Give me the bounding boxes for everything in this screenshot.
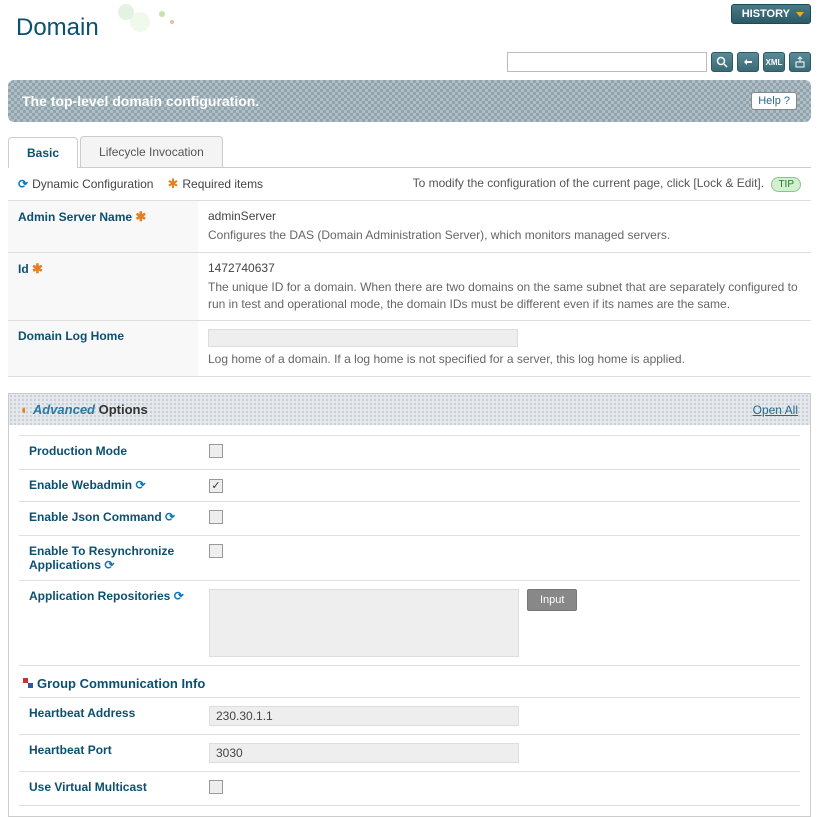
help-button[interactable]: Help ? [751,92,797,110]
admin-server-label: Admin Server Name [18,210,132,224]
app-repos-label: Application Repositories [29,589,170,603]
advanced-title-suffix: Options [95,402,148,417]
row-heartbeat-port: Heartbeat Port 3030 [19,735,800,772]
search-icon[interactable] [711,52,733,72]
legend-row: ⟳Dynamic Configuration ✱Required items T… [8,168,811,200]
config-table: Admin Server Name ✱ adminServer Configur… [8,200,811,377]
page-title: Domain [8,4,99,48]
row-admin-server: Admin Server Name ✱ adminServer Configur… [8,201,811,253]
enable-webadmin-label: Enable Webadmin [29,478,132,492]
row-heartbeat-address: Heartbeat Address 230.30.1.1 [19,698,800,735]
row-use-virtual-multicast: Use Virtual Multicast [19,772,800,806]
required-icon: ✱ [135,209,146,224]
use-virtual-multicast-checkbox[interactable] [209,780,223,794]
id-label: Id [18,262,29,276]
row-app-repos: Application Repositories ⟳ Input [19,581,800,666]
legend-dynamic: ⟳Dynamic Configuration [18,177,153,191]
heartbeat-address-label: Heartbeat Address [29,706,135,720]
app-repos-textarea[interactable] [209,589,519,657]
title-decoration-icon [118,4,178,41]
tip-text: To modify the configuration of the curre… [413,176,801,192]
refresh-icon: ⟳ [18,177,28,191]
log-home-input[interactable] [208,329,518,347]
tab-basic-label: Basic [27,146,59,160]
flag-icon [23,676,33,691]
shield-icon: ◐ [21,402,29,417]
enable-resync-label: Enable To Resynchronize Applications [29,544,174,572]
advanced-title-prefix: Advanced [33,402,95,417]
group-table: Heartbeat Address 230.30.1.1 Heartbeat P… [19,697,800,806]
heartbeat-port-label: Heartbeat Port [29,743,112,757]
refresh-icon: ⟳ [174,589,184,603]
required-icon: ✱ [167,176,178,192]
advanced-header: ◐ Advanced Options Open All [9,394,810,425]
xml-icon[interactable]: XML [763,52,785,72]
row-id: Id ✱ 1472740637 The unique ID for a doma… [8,252,811,321]
open-all-link[interactable]: Open All [753,403,798,417]
required-icon: ✱ [32,261,43,276]
advanced-section: ◐ Advanced Options Open All Production Mo… [8,393,811,817]
tab-basic[interactable]: Basic [8,137,78,168]
tabs: Basic Lifecycle Invocation [8,136,811,168]
row-production-mode: Production Mode [19,436,800,470]
history-button[interactable]: HISTORY [731,4,811,24]
history-label: HISTORY [742,8,790,20]
production-mode-checkbox[interactable] [209,444,223,458]
tab-lifecycle-label: Lifecycle Invocation [99,145,204,159]
row-log-home: Domain Log Home Log home of a domain. If… [8,321,811,377]
subtitle-text: The top-level domain configuration. [22,93,259,109]
log-home-desc: Log home of a domain. If a log home is n… [208,351,801,368]
enable-resync-checkbox[interactable] [209,544,223,558]
advanced-table: Production Mode Enable Webadmin ⟳ ✓ Enab… [19,435,800,666]
tip-badge: TIP [771,177,801,192]
refresh-icon: ⟳ [104,558,114,572]
refresh-icon: ⟳ [165,510,175,524]
export-icon[interactable] [789,52,811,72]
log-home-label: Domain Log Home [18,329,124,343]
subtitle-bar: The top-level domain configuration. Help… [8,80,811,122]
chevron-down-icon [796,12,804,17]
row-enable-json: Enable Json Command ⟳ [19,502,800,536]
production-mode-label: Production Mode [29,444,127,458]
page-title-text: Domain [16,14,99,41]
admin-server-desc: Configures the DAS (Domain Administratio… [208,227,801,244]
group-comm-header: Group Communication Info [19,666,800,697]
legend-required: ✱Required items [167,176,263,192]
id-desc: The unique ID for a domain. When there a… [208,279,801,313]
refresh-icon: ⟳ [135,478,145,492]
heartbeat-port-input[interactable]: 3030 [209,743,519,763]
use-virtual-multicast-label: Use Virtual Multicast [29,780,147,794]
tab-lifecycle[interactable]: Lifecycle Invocation [80,136,223,167]
path-icon[interactable] [737,52,759,72]
heartbeat-address-input[interactable]: 230.30.1.1 [209,706,519,726]
enable-webadmin-checkbox[interactable]: ✓ [209,479,223,493]
enable-json-checkbox[interactable] [209,510,223,524]
group-title: Group Communication Info [37,676,205,691]
app-repos-input-button[interactable]: Input [527,589,577,611]
row-enable-webadmin: Enable Webadmin ⟳ ✓ [19,470,800,502]
admin-server-value: adminServer [208,209,801,223]
enable-json-label: Enable Json Command [29,510,162,524]
id-value: 1472740637 [208,261,801,275]
row-enable-resync: Enable To Resynchronize Applications ⟳ [19,536,800,581]
search-input[interactable] [507,52,707,72]
